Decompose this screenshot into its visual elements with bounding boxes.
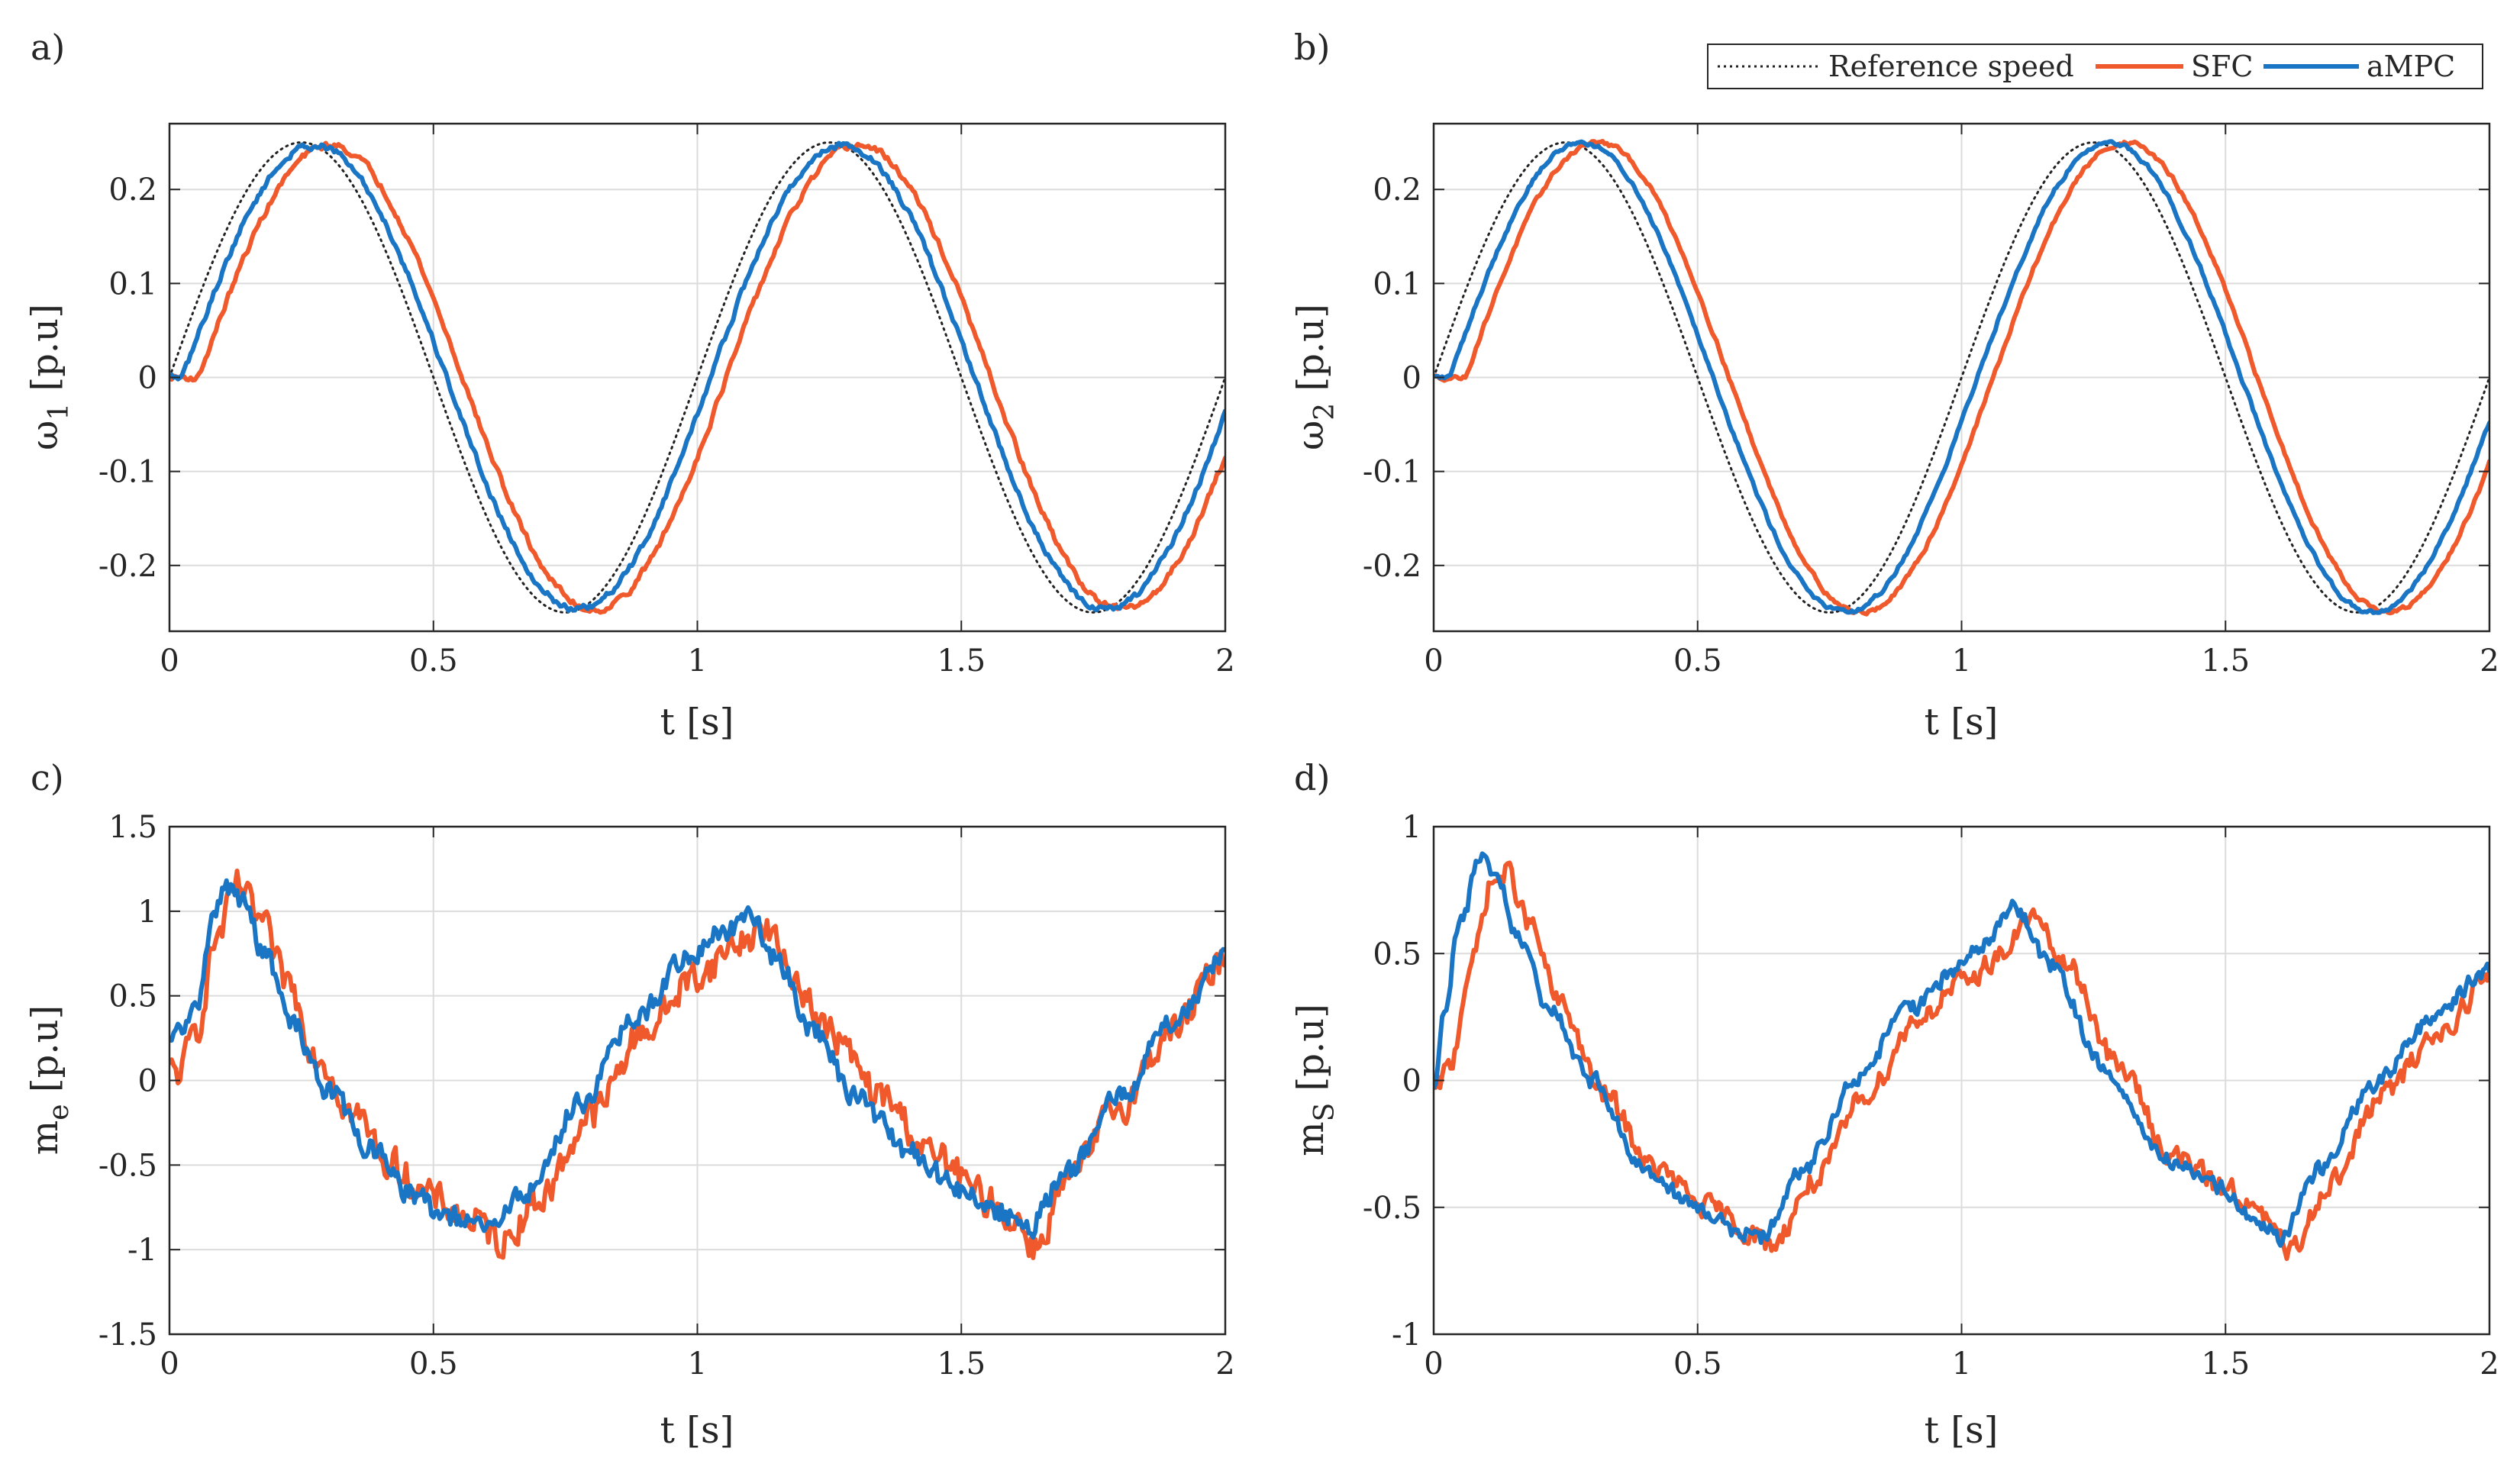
panel-label: d) bbox=[1294, 757, 1330, 798]
y-tick-label: -0.1 bbox=[1363, 455, 1421, 490]
x-tick-label: 0.5 bbox=[409, 643, 458, 679]
y-tick-label: 0 bbox=[138, 361, 157, 396]
series-group bbox=[1434, 851, 2489, 1261]
y-tick-label: 0.1 bbox=[1373, 266, 1421, 302]
series-line-ampc bbox=[1434, 851, 2489, 1248]
panel-d: d) t [s] mS [p.u] 0 0.5 1 1.5 2 -1 -0.5 0 0.5 1 bbox=[1289, 757, 2499, 1452]
x-tick-label: 0.5 bbox=[1673, 643, 1722, 679]
legend-label-ampc: aMPC bbox=[2367, 50, 2455, 83]
y-tick-label: 0.2 bbox=[108, 173, 157, 208]
series-line-sfc bbox=[169, 140, 1225, 615]
panel-label: a) bbox=[31, 27, 65, 68]
x-axis-label: t [s] bbox=[660, 701, 734, 743]
y-tick-label: 0.1 bbox=[108, 266, 157, 302]
series-line-ref bbox=[1434, 141, 2489, 614]
series-line-sfc bbox=[1434, 139, 2489, 617]
series-line-sfc bbox=[1434, 860, 2489, 1261]
y-axis-label: me [p.u] bbox=[24, 1005, 75, 1155]
tick-group: 0 0.5 1 1.5 2 -1 -0.5 0 0.5 1 bbox=[1363, 810, 2499, 1382]
panel-c: c) t [s] me [p.u] 0 0.5 1 1.5 2 -1.5 -1 -0.5 0 0.… bbox=[24, 757, 1235, 1452]
legend-label-sfc: SFC bbox=[2191, 50, 2253, 83]
series-group bbox=[1434, 139, 2489, 617]
y-tick-label: 1 bbox=[138, 895, 157, 930]
y-tick-label: -0.5 bbox=[1363, 1191, 1421, 1226]
y-tick-label: 1 bbox=[1402, 810, 1421, 845]
y-tick-label: -0.2 bbox=[98, 549, 157, 584]
x-tick-label: 1 bbox=[1952, 1346, 1971, 1382]
x-tick-label: 1.5 bbox=[2201, 643, 2250, 679]
series-group bbox=[169, 869, 1225, 1260]
y-tick-label: -1.5 bbox=[98, 1317, 157, 1353]
x-tick-label: 1.5 bbox=[937, 1346, 986, 1382]
series-line-ampc bbox=[169, 140, 1225, 614]
tick-group: 0 0.5 1 1.5 2 -0.2 -0.1 0 0.1 0.2 bbox=[98, 124, 1235, 679]
tick-group: 0 0.5 1 1.5 2 -0.2 -0.1 0 0.1 0.2 bbox=[1363, 124, 2499, 679]
legend-label-ref: Reference speed bbox=[1828, 50, 2074, 83]
y-axis-label: ω2 [p.u] bbox=[1289, 304, 1341, 450]
x-tick-label: 2 bbox=[2480, 1346, 2499, 1382]
y-tick-label: -1 bbox=[1392, 1317, 1421, 1353]
x-tick-label: 1.5 bbox=[2201, 1346, 2250, 1382]
x-axis-label: t [s] bbox=[1925, 1409, 1999, 1452]
x-tick-label: 0 bbox=[1424, 1346, 1443, 1382]
x-tick-label: 0.5 bbox=[409, 1346, 458, 1382]
y-tick-label: -0.5 bbox=[98, 1148, 157, 1183]
y-tick-label: -0.1 bbox=[98, 455, 157, 490]
panel-label: b) bbox=[1294, 27, 1330, 68]
y-tick-label: -1 bbox=[127, 1233, 157, 1268]
panel-b: b) t [s] ω2 [p.u] 0 0.5 1 1.5 2-0.2-0.100.10… bbox=[1289, 27, 2499, 743]
x-axis-label: t [s] bbox=[660, 1409, 734, 1452]
x-tick-label: 0 bbox=[160, 643, 179, 679]
y-tick-label: 0.5 bbox=[108, 979, 157, 1014]
x-tick-label: 0 bbox=[1424, 643, 1443, 679]
x-tick-label: 1 bbox=[688, 1346, 707, 1382]
legend: Reference speed SFC aMPC bbox=[1707, 44, 2483, 89]
x-tick-label: 0.5 bbox=[1673, 1346, 1722, 1382]
series-group bbox=[169, 140, 1225, 615]
y-tick-label: -0.2 bbox=[1363, 549, 1421, 584]
x-axis-label: t [s] bbox=[1925, 701, 1999, 743]
series-line-ampc bbox=[1434, 139, 2489, 615]
x-tick-label: 1 bbox=[1952, 643, 1971, 679]
y-tick-label: 0 bbox=[1402, 1064, 1421, 1099]
x-tick-label: 1 bbox=[688, 643, 707, 679]
y-tick-label: 0 bbox=[138, 1064, 157, 1099]
y-tick-label: 0.2 bbox=[1373, 173, 1421, 208]
x-tick-label: 2 bbox=[1215, 643, 1234, 679]
y-tick-label: 1.5 bbox=[108, 810, 157, 845]
y-tick-label: 0.5 bbox=[1373, 937, 1421, 972]
y-tick-label: 0 bbox=[1402, 361, 1421, 396]
y-axis-label: ω1 [p.u] bbox=[24, 304, 75, 450]
x-tick-label: 1.5 bbox=[937, 643, 986, 679]
x-tick-label: 0 bbox=[160, 1346, 179, 1382]
series-line-ref bbox=[169, 141, 1225, 614]
x-tick-label: 2 bbox=[2480, 643, 2499, 679]
panel-a: a) t [s] ω1 [p.u] 0 0.5 1 1.5 2-0.2-0.100.10… bbox=[24, 27, 1235, 743]
y-axis-label: mS [p.u] bbox=[1289, 1004, 1341, 1156]
panel-label: c) bbox=[31, 757, 64, 798]
tick-group: 0 0.5 1 1.5 2 -1.5 -1 -0.5 0 0.5 1 1.5 bbox=[98, 810, 1235, 1382]
series-line-ampc bbox=[169, 878, 1225, 1240]
x-tick-label: 2 bbox=[1215, 1346, 1234, 1382]
